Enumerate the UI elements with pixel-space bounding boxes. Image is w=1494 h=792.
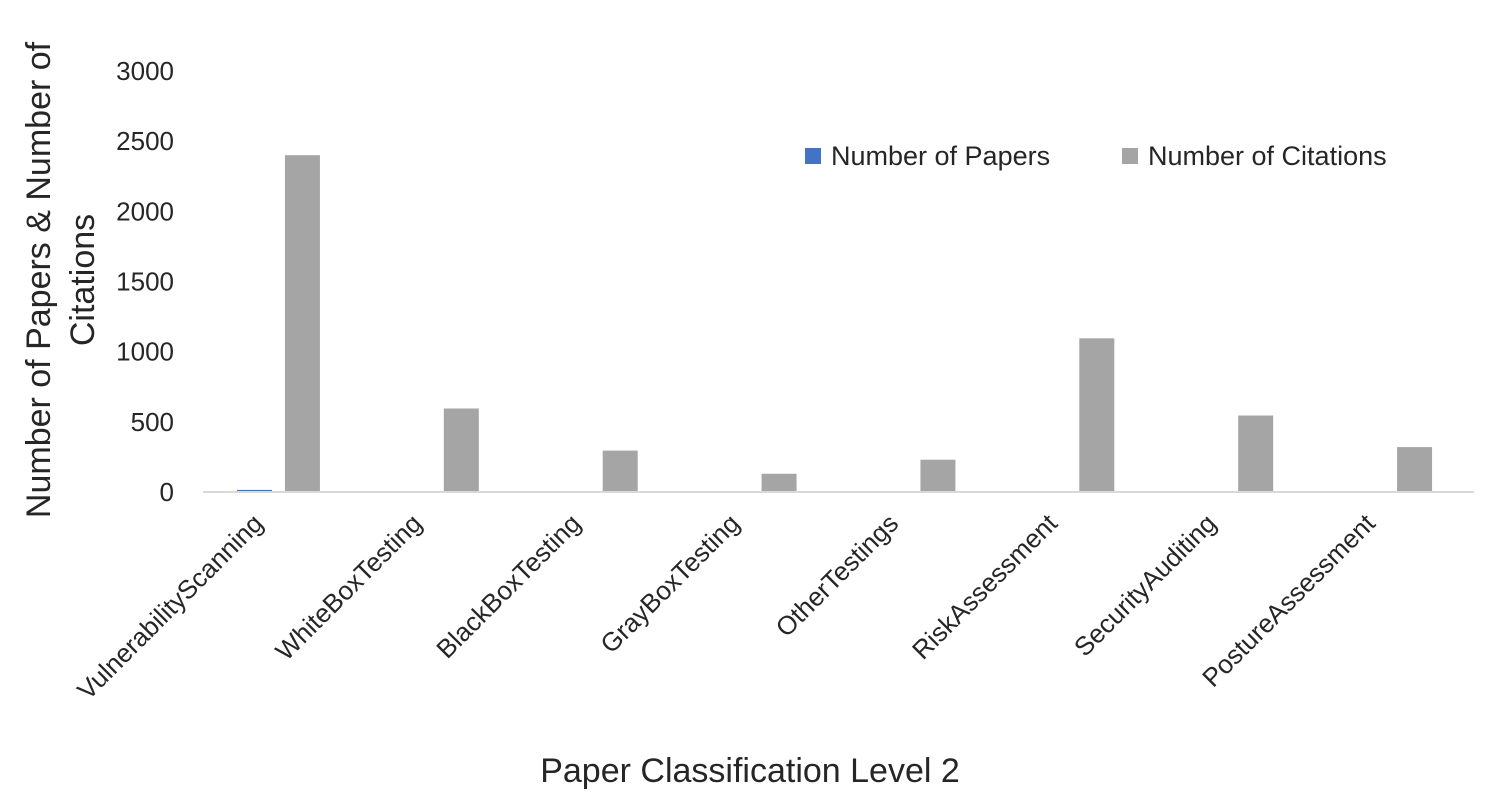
legend-label-papers: Number of Papers bbox=[831, 141, 1050, 171]
bar-citations-RiskAssessment bbox=[1079, 338, 1115, 492]
y-axis-title: Number of Papers & Number of Citations bbox=[20, 41, 102, 518]
y-tick-label: 0 bbox=[160, 477, 174, 507]
bar-citations-OtherTestings bbox=[920, 459, 956, 492]
legend-label-citations: Number of Citations bbox=[1148, 141, 1387, 171]
bar-citations-BlackBoxTesting bbox=[602, 450, 638, 492]
y-tick-label: 1000 bbox=[116, 337, 174, 367]
x-tick-label: OtherTestings bbox=[770, 508, 905, 643]
y-axis-ticks: 0 500 1000 1500 2000 2500 3000 bbox=[116, 56, 174, 507]
y-tick-label: 1500 bbox=[116, 267, 174, 297]
x-tick-label: RiskAssessment bbox=[906, 507, 1064, 665]
bars bbox=[236, 155, 1433, 493]
x-tick-label: PostureAssessment bbox=[1196, 507, 1381, 692]
y-axis-title-line-2: Citations bbox=[64, 214, 102, 346]
legend-swatch-citations bbox=[1122, 148, 1138, 164]
bar-citations-GrayBoxTesting bbox=[761, 473, 797, 492]
legend: Number of Papers Number of Citations bbox=[805, 141, 1387, 171]
legend-swatch-papers bbox=[805, 148, 821, 164]
x-axis-ticks: VulnerabilityScanning WhiteBoxTesting Blac… bbox=[71, 507, 1381, 705]
bar-citations-WhiteBoxTesting bbox=[443, 408, 479, 492]
bar-papers-VulnerabilityScanning bbox=[236, 489, 272, 492]
bar-citations-PostureAssessment bbox=[1397, 447, 1433, 492]
x-tick-label: GrayBoxTesting bbox=[594, 508, 745, 659]
y-tick-label: 3000 bbox=[116, 56, 174, 86]
y-axis-title-line-1: Number of Papers & Number of bbox=[20, 41, 58, 518]
y-tick-label: 500 bbox=[131, 407, 174, 437]
bar-citations-SecurityAuditing bbox=[1238, 415, 1274, 492]
x-tick-label: SecurityAuditing bbox=[1068, 508, 1222, 662]
x-tick-label: BlackBoxTesting bbox=[430, 508, 586, 664]
x-axis-title: Paper Classification Level 2 bbox=[540, 752, 960, 790]
x-tick-label: WhiteBoxTesting bbox=[269, 508, 427, 666]
y-tick-label: 2000 bbox=[116, 196, 174, 226]
bar-citations-VulnerabilityScanning bbox=[284, 155, 320, 492]
x-tick-label: VulnerabilityScanning bbox=[71, 508, 268, 705]
y-tick-label: 2500 bbox=[116, 126, 174, 156]
